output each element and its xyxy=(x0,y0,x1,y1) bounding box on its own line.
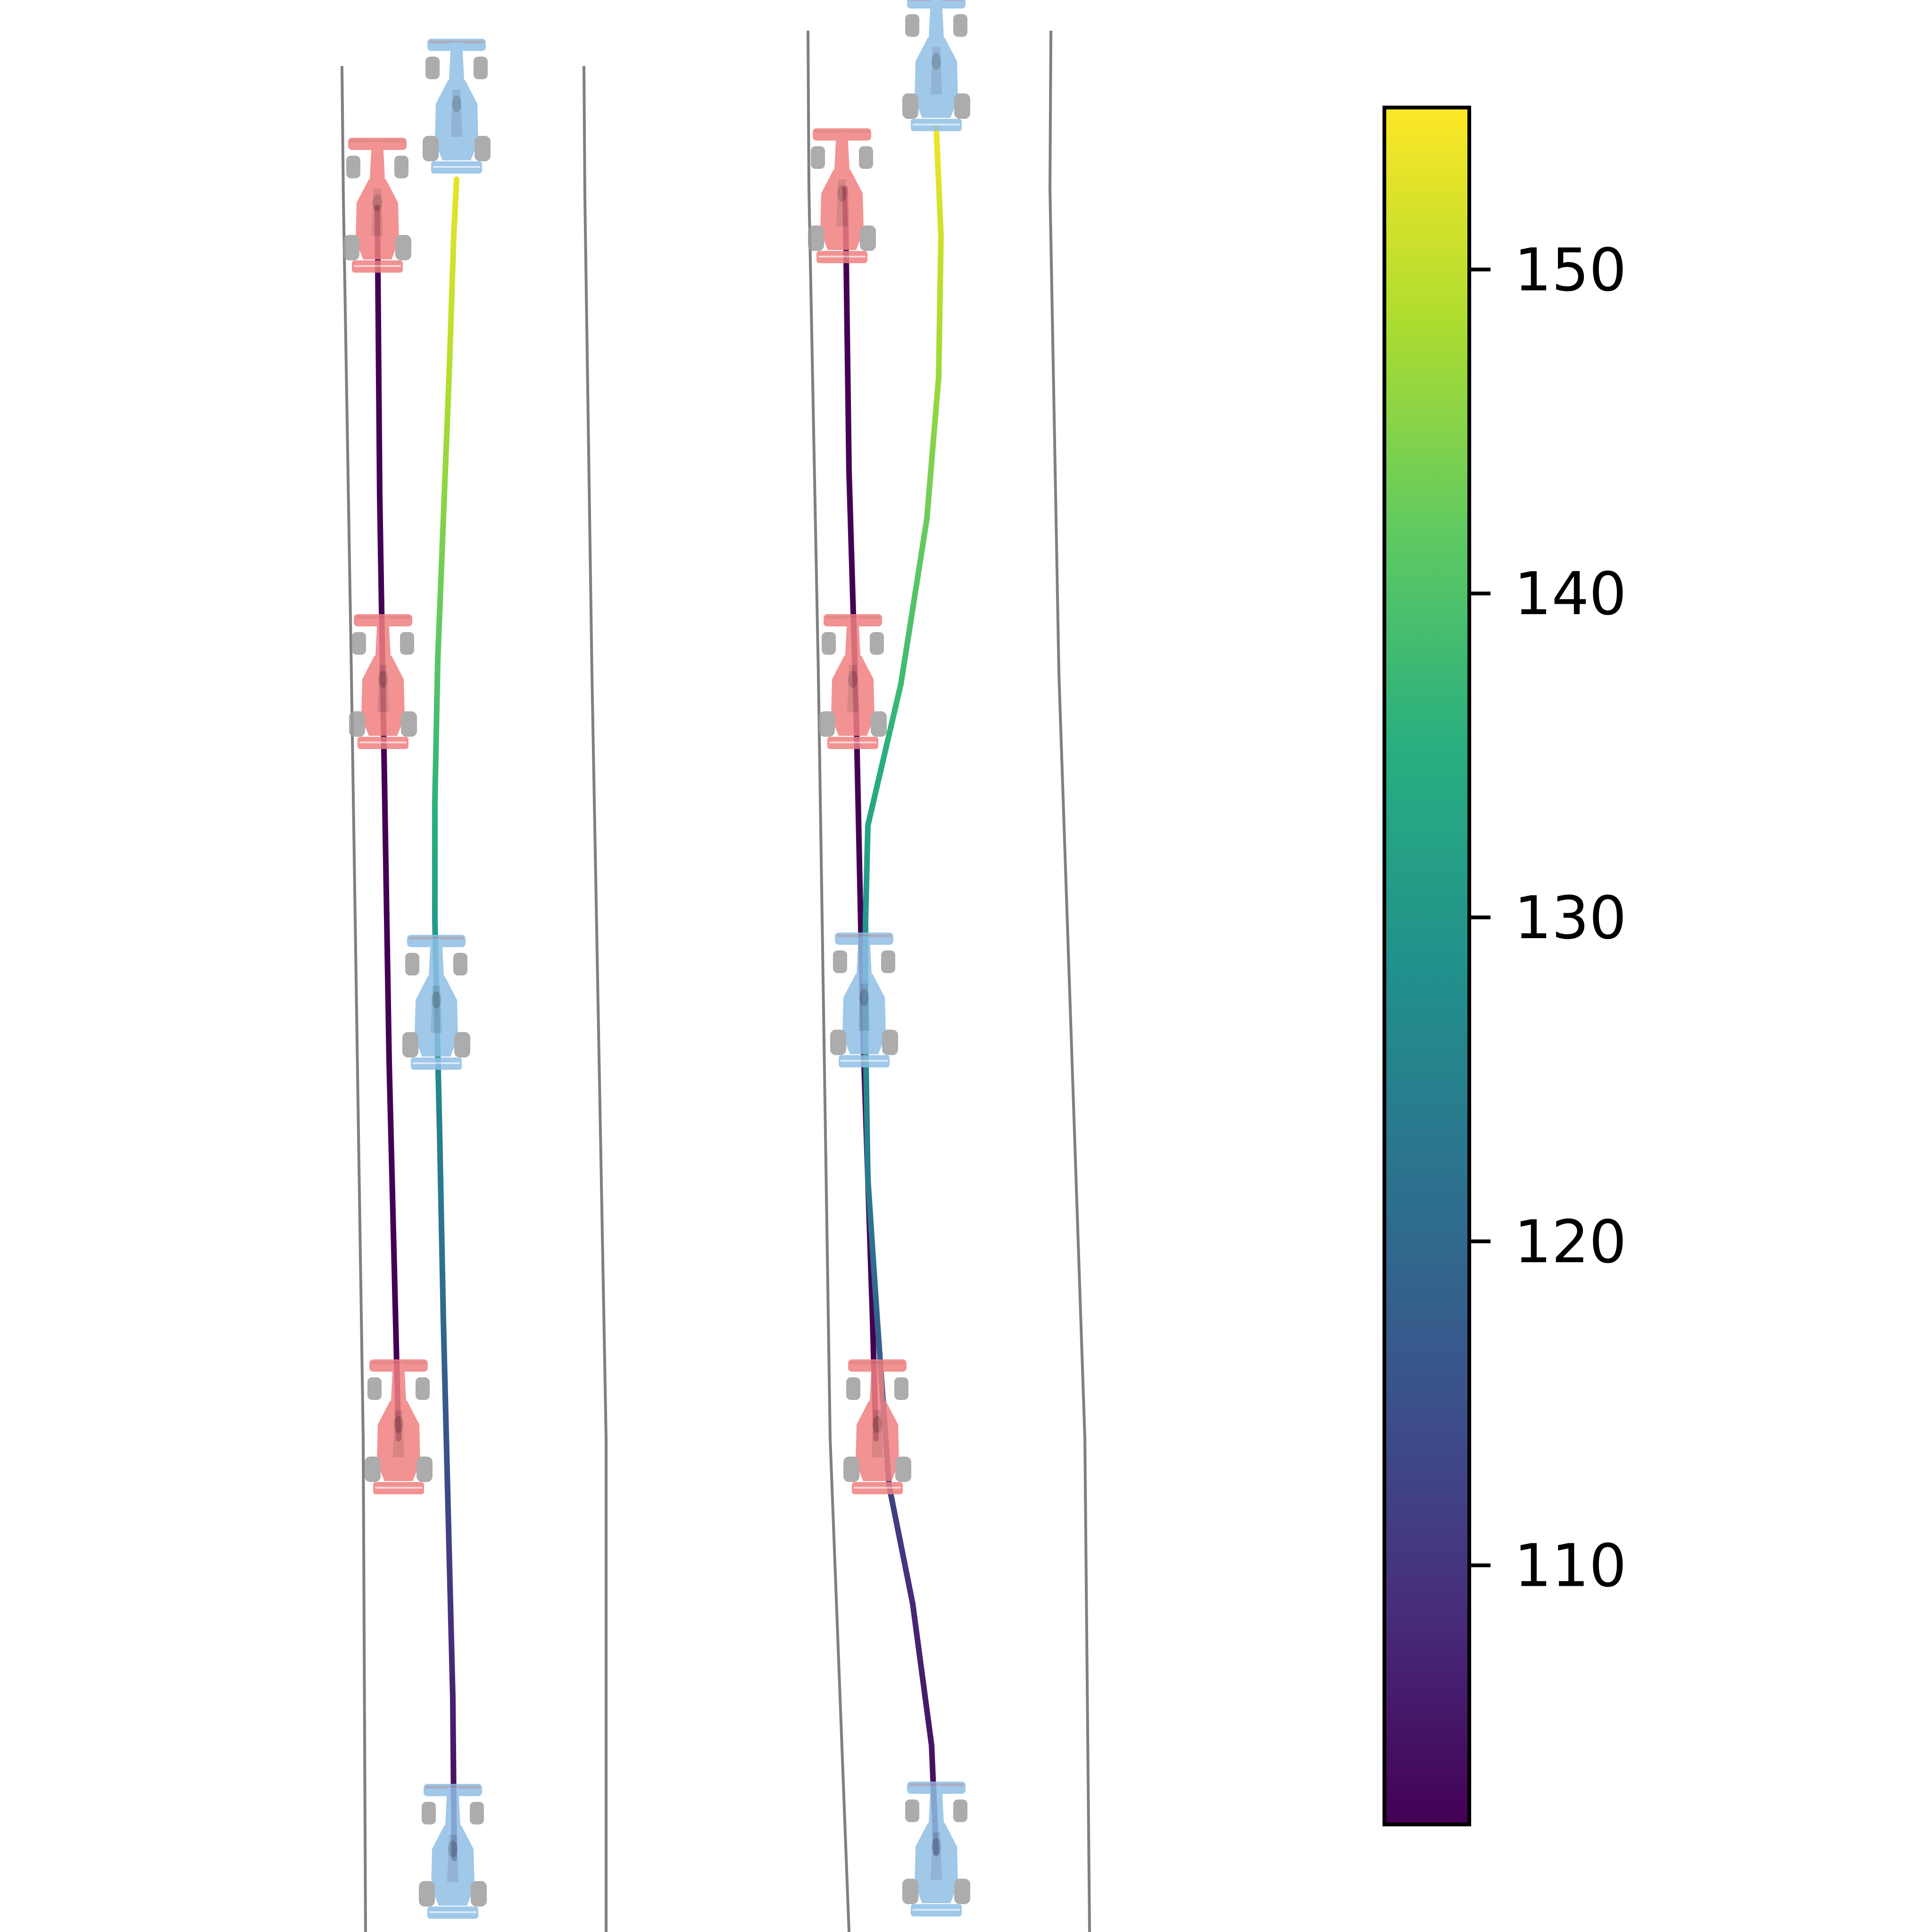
blue-car-right-2 xyxy=(830,933,898,1067)
trajectory-segment xyxy=(392,1304,399,1328)
red-car-left-3 xyxy=(365,1359,433,1494)
colorbar-tick-label: 140 xyxy=(1514,560,1627,628)
blue-car-left-2 xyxy=(402,935,470,1070)
red-car-left-2 xyxy=(349,614,417,749)
trajectory-segment xyxy=(390,1191,396,1215)
trajectory-segment xyxy=(382,783,388,809)
panel-right xyxy=(807,30,1091,1932)
colorbar-tick-label: 130 xyxy=(1514,884,1627,952)
red-trajectory-left xyxy=(375,205,401,1441)
trajectory-segment xyxy=(389,1153,395,1177)
track-left-boundary xyxy=(341,66,367,1932)
red-car-right-3 xyxy=(843,1359,911,1494)
panel-left xyxy=(341,66,608,1932)
trajectory-segment xyxy=(391,1228,397,1253)
trajectory-segment xyxy=(385,995,391,1022)
blue-car-left-3 xyxy=(419,1784,487,1919)
track-right-boundary xyxy=(583,66,608,1932)
blue-car-right-3 xyxy=(902,1782,970,1916)
red-car-right-1 xyxy=(808,128,876,263)
colorbar-ticks: 110 120 130 140 150 xyxy=(1469,236,1627,1600)
trajectory-segment xyxy=(386,1058,392,1083)
colorbar-tick-label: 150 xyxy=(1514,236,1627,304)
red-car-left-1 xyxy=(343,138,411,273)
trajectory-segment xyxy=(387,1096,393,1121)
trajectory-segment xyxy=(384,931,391,958)
trajectory-segment xyxy=(391,1266,398,1291)
red-car-right-2 xyxy=(819,614,887,749)
colorbar: 110 120 130 140 150 xyxy=(1382,106,1627,1826)
plot-area xyxy=(341,0,1091,1932)
blue-car-right-1 xyxy=(902,0,970,131)
track-right-boundary xyxy=(1048,30,1091,1932)
colorbar-tick-label: 120 xyxy=(1514,1208,1627,1276)
trajectory-segment xyxy=(381,761,388,788)
colorbar-tick-label: 110 xyxy=(1514,1532,1627,1600)
trajectory-segment xyxy=(384,952,391,979)
blue-car-left-1 xyxy=(423,39,491,174)
track-left-boundary xyxy=(807,30,850,1932)
trajectory-segment xyxy=(382,825,389,852)
trajectory-segment xyxy=(383,889,390,916)
colorbar-gradient xyxy=(1382,106,1471,1826)
